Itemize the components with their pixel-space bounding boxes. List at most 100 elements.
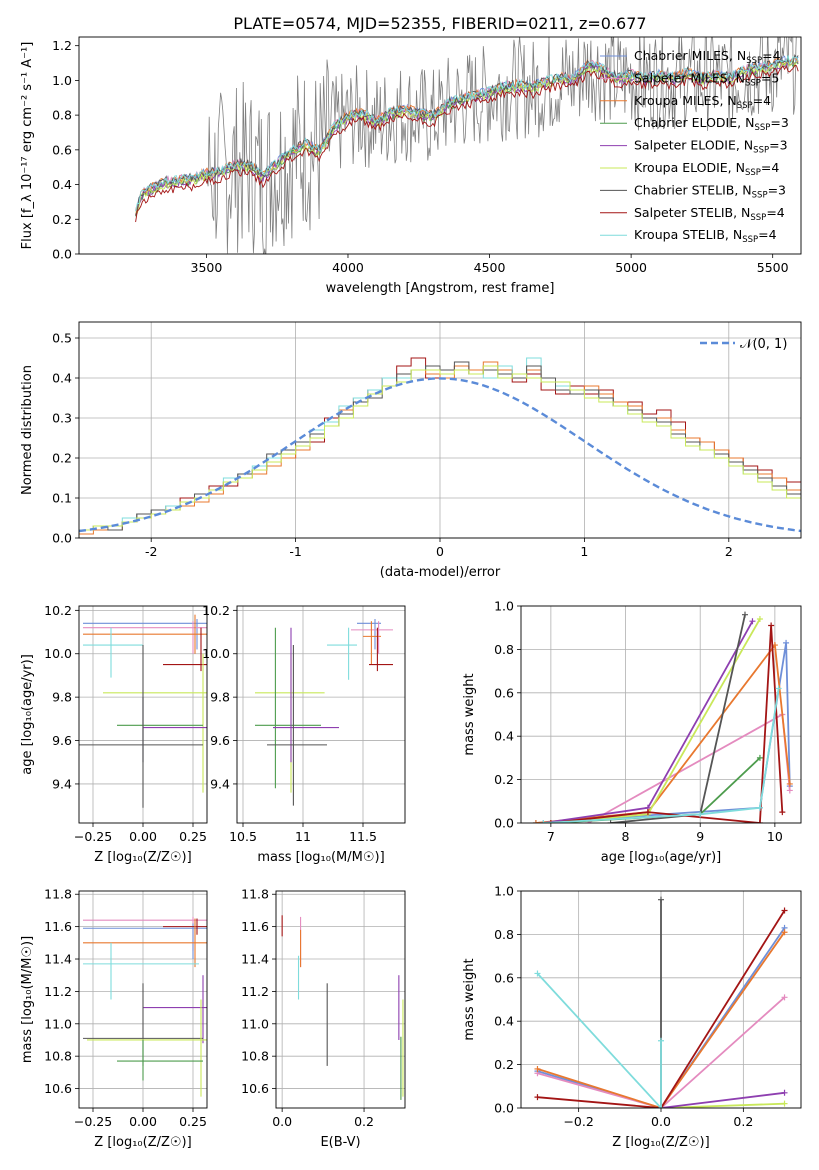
legend-label: Salpeter ELODIE, NSSP=3 — [634, 138, 788, 156]
salpeter_stelib-point — [534, 1094, 541, 1101]
weight-lines — [532, 611, 793, 823]
x-tick-label: 0.2 — [733, 1114, 753, 1129]
y-tick-label: 0.6 — [494, 685, 514, 700]
y-tick-label: 11.8 — [241, 887, 269, 902]
figure-title: PLATE=0574, MJD=52355, FIBERID=0211, z=0… — [233, 14, 646, 33]
y-tick-label: 10.0 — [202, 646, 230, 661]
y-tick-label: 0.8 — [52, 108, 72, 123]
axes-frame — [275, 890, 406, 1109]
axes-frame — [78, 36, 802, 255]
salpeter_miles-point — [781, 994, 788, 1001]
x-tick-label: -1 — [289, 544, 301, 559]
legend-label: Salpeter STELIB, NSSP=4 — [634, 205, 785, 223]
x-axis-label: mass [log₁₀(M/M☉)] — [257, 850, 384, 865]
x-tick-label: 10 — [767, 829, 783, 844]
y-tick-label: 11.4 — [241, 952, 269, 967]
legend-label: Kroupa STELIB, NSSP=4 — [634, 227, 777, 245]
y-tick-label: 0.2 — [52, 451, 72, 466]
y-axis-label: mass weight — [462, 673, 477, 755]
x-tick-label: 0.25 — [179, 829, 207, 844]
kroupa_elodie-point — [781, 1100, 788, 1107]
chabrier_miles-weight-line — [537, 927, 786, 1108]
x-tick-label: 8 — [622, 829, 630, 844]
y-tick-label: 10.0 — [44, 646, 72, 661]
kroupa_stelib-point — [658, 1105, 664, 1108]
x-tick-label: 3500 — [191, 260, 223, 275]
spectrum-legend: Chabrier MILES, NSSP=4 Salpeter MILES, NS… — [600, 48, 789, 245]
y-tick-label: 10.6 — [44, 1081, 72, 1096]
salpeter_stelib-point — [756, 820, 763, 823]
y-tick-label: 11.6 — [241, 919, 269, 934]
y-tick-label: 1.0 — [52, 73, 72, 88]
chabrier_stelib-point — [607, 820, 614, 823]
x-tick-label: 9 — [696, 829, 704, 844]
kroupa_stelib-weight-line — [536, 972, 662, 1108]
axes-age_vs_Z: −0.25 0.00 0.25 9.4 9.6 9.8 10.0 10.2 Z [log₁₀(Z… — [20, 603, 207, 865]
chabrier_elodie-point — [756, 754, 763, 761]
y-tick-label: 0.4 — [494, 1014, 514, 1029]
y-tick-label: 0.0 — [52, 531, 72, 546]
errorbar-group — [255, 619, 393, 806]
chabrier_stelib-point — [658, 896, 664, 903]
kroupa_miles-weight-line — [535, 642, 791, 823]
kroupa_stelib-model-line — [135, 55, 799, 212]
x-tick-label: 0.0 — [651, 1114, 671, 1129]
y-tick-label: 10.8 — [241, 1049, 269, 1064]
legend-label: 𝒩(0, 1) — [740, 337, 787, 352]
kroupa_miles-point — [534, 1065, 541, 1072]
kroupa_elodie-weight-line — [660, 1102, 785, 1108]
x-tick-label: 0.00 — [129, 829, 157, 844]
x-axis-label: wavelength [Angstrom, rest frame] — [326, 281, 555, 296]
x-tick-label: 5000 — [615, 260, 647, 275]
x-tick-label: −0.25 — [74, 1114, 112, 1129]
y-tick-label: 1.0 — [494, 599, 514, 614]
salpeter_stelib-point — [547, 820, 554, 823]
x-tick-label: 0 — [436, 544, 444, 559]
y-tick-label: 11.2 — [241, 984, 269, 999]
x-tick-label: 1 — [580, 544, 588, 559]
x-tick-label: 0.0 — [272, 1114, 292, 1129]
kroupa_miles-point — [786, 780, 793, 787]
y-tick-label: 11.2 — [44, 984, 72, 999]
kroupa_stelib-point — [534, 970, 541, 977]
normal-curve — [79, 377, 801, 533]
kroupa_stelib-point — [540, 820, 547, 823]
axes-spectrum: 3500 4000 4500 5000 5500 0.0 0.2 0.4 0.6 0.8 1.0 1.… — [20, 38, 789, 296]
y-tick-label: 10.2 — [44, 603, 72, 618]
y-axis-label: Normed distribution — [20, 365, 35, 495]
axes-age_vs_mass: 10.5 11 11.5 9.4 9.6 9.8 10.0 10.2 mass [log₁₀(M… — [202, 603, 405, 865]
axes-frame — [78, 890, 208, 1109]
x-axis-label: E(B-V) — [320, 1135, 360, 1150]
kroupa_elodie-point — [756, 616, 763, 623]
x-tick-label: 0.25 — [179, 1114, 207, 1129]
y-axis-label: age [log₁₀(age/yr)] — [20, 654, 35, 775]
x-axis-label: (data-model)/error — [380, 565, 501, 580]
x-tick-label: 11 — [295, 829, 311, 844]
chabrier_stelib-histogram — [79, 361, 801, 538]
axes-frame — [78, 605, 208, 824]
y-tick-label: 0.8 — [494, 642, 514, 657]
y-tick-label: 0.6 — [52, 142, 72, 157]
kroupa_stelib-weight-line — [543, 688, 780, 823]
salpeter_stelib-weight-line — [550, 625, 784, 823]
legend-label: Chabrier ELODIE, NSSP=3 — [634, 115, 789, 133]
kroupa_stelib-point — [658, 1037, 664, 1044]
salpeter_stelib-point — [644, 809, 651, 816]
kroupa_miles-histogram — [79, 361, 801, 538]
x-axis-label: age [log₁₀(age/yr)] — [601, 850, 722, 865]
y-tick-label: 0.6 — [494, 970, 514, 985]
errorbar-group — [83, 916, 207, 1097]
x-tick-label: 4500 — [474, 260, 506, 275]
y-tick-label: 11.0 — [44, 1016, 72, 1031]
axes-residuals: -2 -1 0 1 2 0.0 0.1 0.2 0.3 0.4 0.5 (data-model)/er… — [20, 322, 801, 580]
x-tick-label: 7 — [547, 829, 555, 844]
x-axis-label: Z [log₁₀(Z/Z☉)] — [94, 1135, 191, 1150]
y-tick-label: 0.8 — [494, 927, 514, 942]
y-tick-label: 10.2 — [202, 603, 230, 618]
y-tick-label: 0.0 — [494, 816, 514, 831]
salpeter_stelib-weight-line — [537, 910, 786, 1108]
kroupa_stelib-point — [756, 804, 763, 811]
x-axis-label: Z [log₁₀(Z/Z☉)] — [612, 1135, 709, 1150]
axes-frame — [520, 890, 802, 1109]
y-tick-label: 0.5 — [52, 331, 72, 346]
